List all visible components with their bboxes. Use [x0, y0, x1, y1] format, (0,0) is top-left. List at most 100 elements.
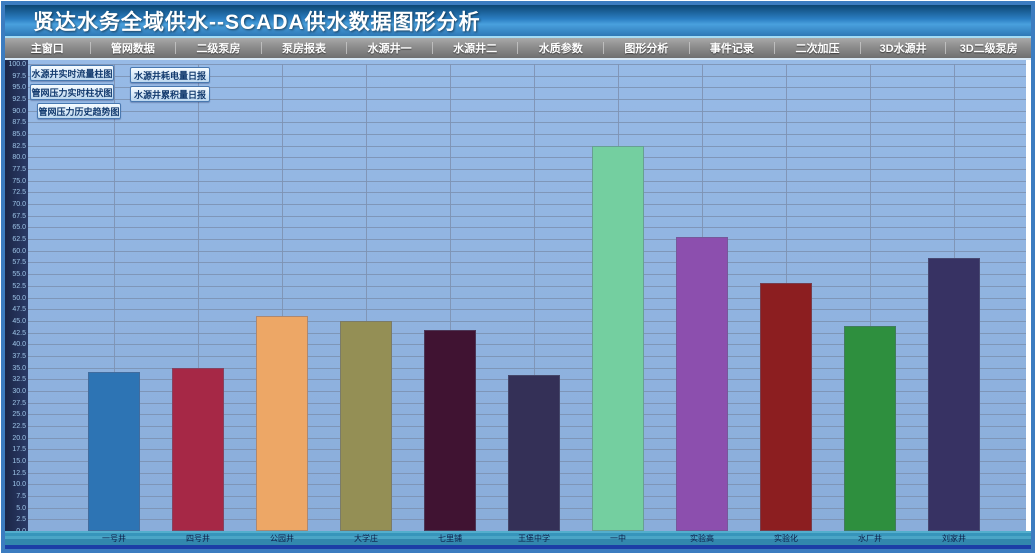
y-axis-label: 80.0: [12, 154, 26, 162]
v-gridline: [198, 64, 199, 531]
x-axis-label-实验高: 实验高: [690, 534, 714, 543]
h-gridline: [28, 274, 1026, 276]
button-水源井耗电量日报[interactable]: 水源井耗电量日报: [130, 67, 210, 83]
menu-separator: [260, 42, 262, 54]
h-gridline: [28, 134, 1026, 136]
button-管网压力历史趋势图[interactable]: 管网压力历史趋势图: [37, 103, 121, 119]
y-axis-label: 20.0: [12, 434, 26, 442]
x-axis: 一号井 四号井 公园井 大学庄 七里铺 王堡中学 一中 实验高 实验化 水厂井 刘家井: [5, 531, 1031, 545]
h-gridline: [28, 355, 1026, 357]
h-gridline: [28, 110, 1026, 112]
button-水源井累积量日报[interactable]: 水源井累积量日报: [130, 86, 210, 102]
y-axis-label: 40.0: [12, 341, 26, 349]
menu-item-3D水源井[interactable]: 3D水源井: [879, 43, 927, 55]
y-axis-label: 72.5: [12, 189, 26, 197]
menu-separator: [688, 42, 690, 54]
y-axis-label: 12.5: [12, 469, 26, 477]
h-gridline: [28, 227, 1026, 229]
y-axis-label: 57.5: [12, 259, 26, 267]
x-axis-label-公园井: 公园井: [270, 534, 294, 543]
h-gridline: [28, 344, 1026, 346]
y-axis-label: 97.5: [12, 72, 26, 80]
y-axis-label: 87.5: [12, 119, 26, 127]
menu-item-水源井二[interactable]: 水源井二: [453, 43, 498, 55]
y-axis-label: 75.0: [12, 177, 26, 185]
menu-separator: [175, 42, 177, 54]
h-gridline: [28, 180, 1026, 182]
h-gridline: [28, 250, 1026, 252]
h-gridline: [28, 87, 1026, 89]
title-bar: 贤达水务全域供水--SCADA供水数据图形分析: [5, 5, 1031, 36]
h-gridline: [28, 157, 1026, 159]
menu-item-二次加压[interactable]: 二次加压: [795, 43, 840, 55]
y-axis-label: 55.0: [12, 271, 26, 279]
bar-四号井: [172, 367, 224, 531]
bar-一中: [592, 145, 644, 531]
x-axis-label-一中: 一中: [610, 534, 626, 543]
h-gridline: [28, 239, 1026, 241]
h-gridline: [28, 122, 1026, 124]
y-axis-label: 47.5: [12, 306, 26, 314]
v-gridline: [114, 64, 115, 531]
bottom-border-bar: [5, 545, 1031, 551]
button-管网压力实时柱状图[interactable]: 管网压力实时柱状图: [30, 84, 114, 100]
menu-item-3D二级泵房[interactable]: 3D二级泵房: [959, 43, 1018, 55]
menubar-separator: [5, 58, 1031, 60]
y-axis-label: 52.5: [12, 282, 26, 290]
y-axis: 0.02.55.07.510.012.515.017.520.022.525.0…: [5, 60, 28, 535]
h-gridline: [28, 320, 1026, 322]
x-axis-label-王堡中学: 王堡中学: [518, 534, 550, 543]
h-gridline: [28, 192, 1026, 194]
menu-separator: [431, 42, 433, 54]
bar-水厂井: [844, 325, 896, 531]
h-gridline: [28, 332, 1026, 334]
y-axis-label: 17.5: [12, 446, 26, 454]
menu-separator: [945, 42, 947, 54]
y-axis-label: 65.0: [12, 224, 26, 232]
x-axis-label-七里铺: 七里铺: [438, 534, 462, 543]
y-axis-label: 5.0: [16, 504, 26, 512]
menu-separator: [774, 42, 776, 54]
h-gridline: [28, 262, 1026, 264]
y-axis-label: 92.5: [12, 96, 26, 104]
y-axis-label: 62.5: [12, 236, 26, 244]
y-axis-label: 27.5: [12, 399, 26, 407]
h-gridline: [28, 169, 1026, 171]
y-axis-label: 67.5: [12, 212, 26, 220]
h-gridline: [28, 75, 1026, 77]
y-axis-label: 7.5: [16, 492, 26, 500]
menu-item-水质参数[interactable]: 水质参数: [538, 43, 583, 55]
bar-大学庄: [340, 320, 392, 531]
menu-item-事件记录[interactable]: 事件记录: [709, 43, 754, 55]
y-axis-label: 77.5: [12, 166, 26, 174]
menu-separator: [89, 42, 91, 54]
menu-item-水源井一[interactable]: 水源井一: [367, 43, 412, 55]
menu-item-管网数据[interactable]: 管网数据: [110, 43, 155, 55]
menu-item-图形分析[interactable]: 图形分析: [624, 43, 669, 55]
h-gridline: [28, 99, 1026, 101]
bar-实验高: [676, 236, 728, 531]
y-axis-label: 2.5: [16, 516, 26, 524]
menu-bar: 主窗口 管网数据 二级泵房 泵房报表 水源井一 水源井二 水质参数 图形分析 事件记录 二次加压 3…: [5, 38, 1031, 58]
h-gridline: [28, 309, 1026, 311]
menu-separator: [859, 42, 861, 54]
window-title: 贤达水务全域供水--SCADA供水数据图形分析: [33, 10, 481, 34]
y-axis-label: 10.0: [12, 481, 26, 489]
h-gridline: [28, 367, 1026, 369]
y-axis-label: 22.5: [12, 422, 26, 430]
y-axis-label: 42.5: [12, 329, 26, 337]
button-水源井实时流量柱图[interactable]: 水源井实时流量柱图: [30, 65, 114, 81]
v-gridline: [366, 64, 367, 531]
y-axis-label: 50.0: [12, 294, 26, 302]
v-gridline: [870, 64, 871, 531]
plot-area: [28, 60, 1026, 531]
y-axis-label: 100.0: [8, 61, 26, 68]
bar-王堡中学: [508, 374, 560, 531]
h-gridline: [28, 64, 1026, 65]
menu-item-二级泵房[interactable]: 二级泵房: [196, 43, 241, 55]
y-axis-label: 82.5: [12, 142, 26, 150]
x-axis-label-四号井: 四号井: [186, 534, 210, 543]
menu-item-泵房报表[interactable]: 泵房报表: [282, 43, 327, 55]
menu-item-主窗口[interactable]: 主窗口: [30, 43, 64, 55]
